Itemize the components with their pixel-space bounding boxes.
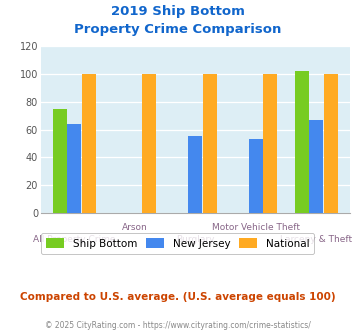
Bar — [203, 74, 217, 213]
Text: Property Crime Comparison: Property Crime Comparison — [74, 23, 281, 36]
Bar — [263, 74, 277, 213]
Text: Arson: Arson — [122, 223, 148, 232]
Bar — [295, 71, 309, 213]
Bar — [188, 137, 202, 213]
Bar — [53, 109, 67, 213]
Text: Larceny & Theft: Larceny & Theft — [280, 235, 353, 244]
Legend: Ship Bottom, New Jersey, National: Ship Bottom, New Jersey, National — [40, 233, 315, 254]
Text: All Property Crime: All Property Crime — [33, 235, 115, 244]
Bar — [249, 139, 263, 213]
Text: Motor Vehicle Theft: Motor Vehicle Theft — [212, 223, 300, 232]
Text: Burglary: Burglary — [176, 235, 214, 244]
Bar — [82, 74, 95, 213]
Bar — [142, 74, 156, 213]
Bar — [324, 74, 338, 213]
Text: © 2025 CityRating.com - https://www.cityrating.com/crime-statistics/: © 2025 CityRating.com - https://www.city… — [45, 321, 310, 330]
Bar — [310, 120, 323, 213]
Text: 2019 Ship Bottom: 2019 Ship Bottom — [110, 5, 245, 18]
Text: Compared to U.S. average. (U.S. average equals 100): Compared to U.S. average. (U.S. average … — [20, 292, 335, 302]
Bar — [67, 124, 81, 213]
